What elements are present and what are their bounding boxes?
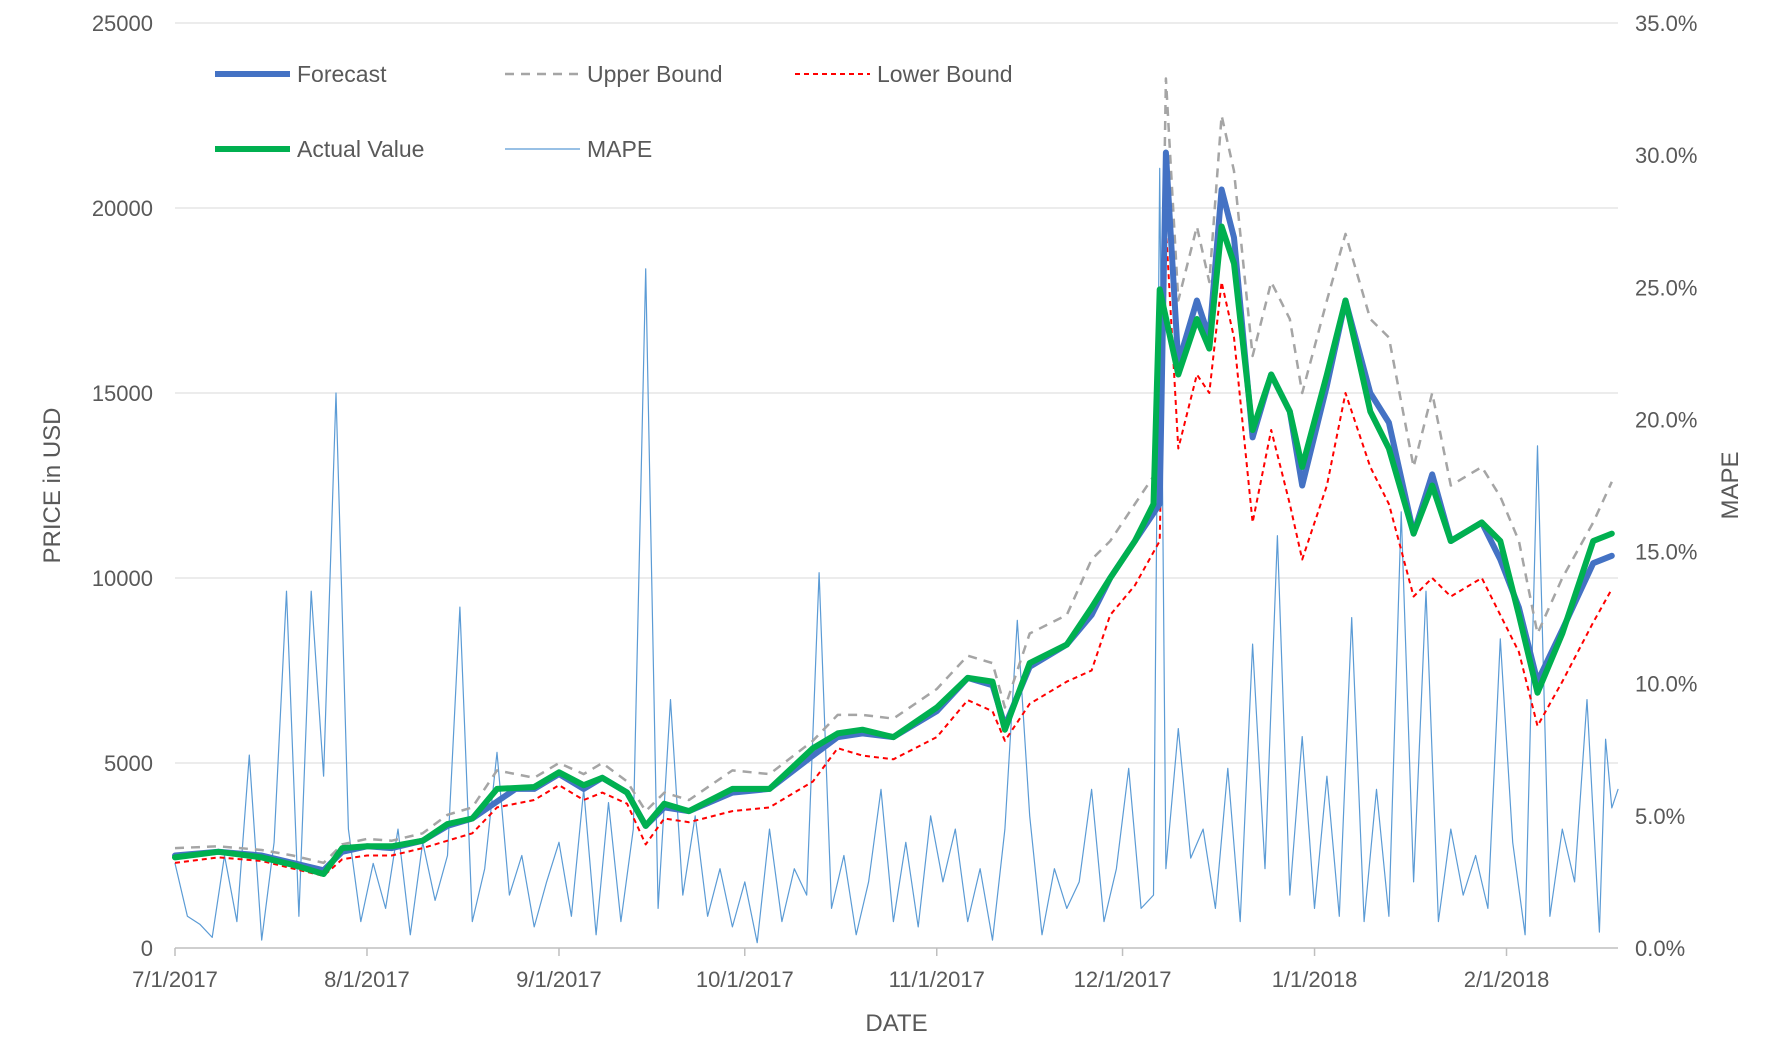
y-tick-label: 15000 xyxy=(92,381,153,406)
series-line-lower-bound xyxy=(174,225,1613,877)
y2-tick-label: 35.0% xyxy=(1635,11,1697,36)
y2-tick-label: 15.0% xyxy=(1635,540,1697,565)
y2-tick-label: 10.0% xyxy=(1635,672,1697,697)
y2-tick-label: 20.0% xyxy=(1635,407,1697,432)
legend-item-lower-bound: Lower Bound xyxy=(795,61,1013,87)
x-tick-label: 2/1/2018 xyxy=(1464,967,1550,992)
y2-tick-label: 30.0% xyxy=(1635,143,1697,168)
y2-axis-title: MAPE xyxy=(1717,451,1744,519)
legend-item-actual-value: Actual Value xyxy=(215,136,424,162)
x-tick-label: 1/1/2018 xyxy=(1272,967,1358,992)
legend-item-upper-bound: Upper Bound xyxy=(505,61,723,87)
legend: Forecast Upper Bound Lower Bound Actual Val… xyxy=(215,61,1013,162)
x-tick-label: 9/1/2017 xyxy=(516,967,602,992)
x-tick-label: 7/1/2017 xyxy=(132,967,218,992)
y-tick-label: 10000 xyxy=(92,566,153,591)
legend-item-forecast: Forecast xyxy=(215,61,387,87)
legend-label-forecast: Forecast xyxy=(297,61,387,87)
series-line-mape xyxy=(174,167,1619,944)
x-tick-label: 11/1/2017 xyxy=(889,967,985,992)
legend-label-upper-bound: Upper Bound xyxy=(587,61,723,87)
x-axis-title: DATE xyxy=(865,1010,927,1037)
legend-label-actual-value: Actual Value xyxy=(297,136,424,162)
series-layer xyxy=(172,77,1619,944)
axes: DATE PRICE in USD MAPE 0 5000 10000 15000 20… xyxy=(39,11,1744,1037)
x-tick-label: 12/1/2017 xyxy=(1074,967,1172,992)
y2-tick-label: 0.0% xyxy=(1635,936,1685,961)
legend-label-lower-bound: Lower Bound xyxy=(877,61,1013,87)
y-axis-title: PRICE in USD xyxy=(39,407,66,563)
series-line-upper-bound xyxy=(174,77,1613,865)
x-tick-label: 10/1/2017 xyxy=(696,967,794,992)
y-tick-label: 20000 xyxy=(92,196,153,221)
y2-tick-label: 5.0% xyxy=(1635,804,1685,829)
y-tick-label: 0 xyxy=(141,936,153,961)
series-line-actual-value xyxy=(172,223,1615,877)
legend-label-mape: MAPE xyxy=(587,136,652,162)
y2-tick-label: 25.0% xyxy=(1635,275,1697,300)
y-tick-label: 25000 xyxy=(92,11,153,36)
y-tick-label: 5000 xyxy=(104,751,153,776)
legend-item-mape: MAPE xyxy=(505,136,652,162)
x-tick-label: 8/1/2017 xyxy=(324,967,410,992)
